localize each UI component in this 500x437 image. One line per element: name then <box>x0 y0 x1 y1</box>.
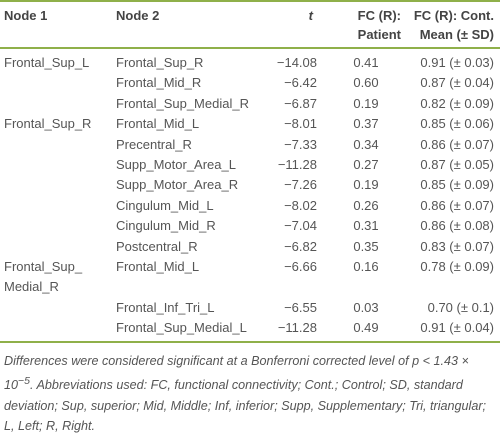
table-cell: −14.08 <box>276 55 317 70</box>
table-cell: Precentral_R <box>116 136 192 152</box>
table-cell: 0.34 <box>353 136 379 152</box>
table-cell: Frontal_Sup_R <box>116 55 204 70</box>
footnote-text: . Abbreviations used: FC, functional con… <box>4 378 487 434</box>
table-cell: Cingulum_Mid_L <box>116 197 214 213</box>
table-cell: −8.02 <box>284 197 317 213</box>
table-cell <box>0 155 112 175</box>
table-cell: 0.86 (± 0.07) <box>420 197 494 213</box>
table-cell: −6.87 <box>284 95 317 111</box>
table-cell: 0.82 (± 0.09) <box>420 95 494 111</box>
table-cell: 0.31 <box>353 218 379 234</box>
table-row: Frontal_Sup_L Frontal_Sup_R −14.08 0.41 0.91… <box>0 48 500 73</box>
table-cell: 0.19 <box>353 177 379 193</box>
table-cell: 0.85 (± 0.09) <box>420 177 494 193</box>
table-cell <box>0 73 112 93</box>
table-cell: Cingulum_Mid_R <box>116 218 216 234</box>
table-cell: Supp_Motor_Area_R <box>116 177 239 193</box>
table-row: Frontal_Mid_R −6.42 0.60 0.87 (± 0.04) <box>0 73 500 93</box>
table-row: Cingulum_Mid_R −7.04 0.31 0.86 (± 0.08) <box>0 216 500 236</box>
table-cell: −6.82 <box>284 238 317 254</box>
table-cell <box>0 135 112 155</box>
table-cell: Supp_Motor_Area_L <box>116 157 236 173</box>
table-cell: 0.03 <box>353 299 379 315</box>
table-cell: 0.91 (± 0.03) <box>420 55 494 70</box>
table-row: Cingulum_Mid_L −8.02 0.26 0.86 (± 0.07) <box>0 196 500 216</box>
table-cell: 0.91 (± 0.04) <box>405 318 500 343</box>
table-cell: 0.60 <box>353 75 379 91</box>
table-cell: Frontal_Sup_L <box>4 55 90 70</box>
table-cell: 0.70 (± 0.1) <box>427 299 494 315</box>
table-row: Frontal_Inf_Tri_L −6.55 0.03 0.70 (± 0.1) <box>0 298 500 318</box>
table-cell: 0.83 (± 0.07) <box>420 238 494 254</box>
table-cell: 0.27 <box>353 157 379 173</box>
table-cell: 0.49 <box>327 318 405 343</box>
table-cell: 0.85 (± 0.06) <box>420 116 494 132</box>
table-cell: Frontal_Sup_R <box>4 116 92 132</box>
table-body: Frontal_Sup_L Frontal_Sup_R −14.08 0.41 0.91… <box>0 48 500 343</box>
table-cell: 0.86 (± 0.07) <box>420 136 494 152</box>
table-cell: 0.19 <box>353 95 379 111</box>
table-cell: Postcentral_R <box>116 238 198 254</box>
table-cell <box>0 94 112 114</box>
table-cell: Frontal_Inf_Tri_L <box>116 299 215 315</box>
table-cell <box>0 196 112 216</box>
header-row: Node 1 Node 2 t FC (R): Patient FC (R): Cont… <box>0 0 500 49</box>
table-cell: 0.41 <box>353 55 379 70</box>
table-cell: 0.78 (± 0.09) <box>420 259 494 275</box>
table-cell <box>0 175 112 195</box>
table-cell: Frontal_Mid_L <box>116 116 200 132</box>
column-header: Node 1 <box>0 0 112 49</box>
table-cell: 0.16 <box>353 259 379 275</box>
table-row: Frontal_Sup_ Medial_R Frontal_Mid_L −6.66 0… <box>0 257 500 298</box>
table-cell: Frontal_Sup_Medial_R <box>116 95 249 111</box>
table-cell <box>0 318 112 343</box>
table-row: Frontal_Sup_R Frontal_Mid_L −8.01 0.37 0.85 … <box>0 114 500 134</box>
table-cell: −6.55 <box>284 299 317 315</box>
footnote-superscript: −5 <box>18 375 30 388</box>
column-header: Node 2 <box>112 0 257 49</box>
footnote-text: Differences were considered significant … <box>4 353 469 393</box>
table-row: Supp_Motor_Area_R −7.26 0.19 0.85 (± 0.09) <box>0 175 500 195</box>
table-cell: 0.35 <box>353 238 379 254</box>
table-cell <box>0 237 112 257</box>
table-cell: Frontal_Mid_L <box>116 259 200 275</box>
column-header: FC (R): Cont. Mean (± SD) <box>405 0 500 49</box>
table-row: Frontal_Sup_Medial_R −6.87 0.19 0.82 (± 0.0… <box>0 94 500 114</box>
table-cell: −7.33 <box>284 136 317 152</box>
table-cell: −6.42 <box>284 75 317 91</box>
column-header: t <box>257 0 327 49</box>
table-cell: 0.86 (± 0.08) <box>420 218 494 234</box>
table-cell: −7.26 <box>284 177 317 193</box>
table-row: Precentral_R −7.33 0.34 0.86 (± 0.07) <box>0 135 500 155</box>
table-cell: 0.26 <box>353 197 379 213</box>
table-cell: −11.28 <box>257 318 327 343</box>
table-row: Postcentral_R −6.82 0.35 0.83 (± 0.07) <box>0 237 500 257</box>
table-cell <box>0 298 112 318</box>
table-row: Frontal_Sup_Medial_L −11.28 0.49 0.91 (± 0.… <box>0 318 500 343</box>
table-cell: Frontal_Sup_Medial_L <box>112 318 257 343</box>
data-table: Node 1 Node 2 t FC (R): Patient FC (R): Cont… <box>0 0 500 343</box>
table-cell: Frontal_Sup_ Medial_R <box>4 259 83 295</box>
table-row: Supp_Motor_Area_L −11.28 0.27 0.87 (± 0.05) <box>0 155 500 175</box>
table-cell: −11.28 <box>277 157 317 173</box>
footnote: Differences were considered significant … <box>0 343 500 437</box>
table-cell: 0.87 (± 0.04) <box>420 75 494 91</box>
table-cell: −6.66 <box>284 259 317 275</box>
column-header: FC (R): Patient <box>327 0 405 49</box>
table-cell: −8.01 <box>284 116 317 132</box>
table-header: Node 1 Node 2 t FC (R): Patient FC (R): Cont… <box>0 0 500 49</box>
table-cell: 0.37 <box>353 116 379 132</box>
table-cell: −7.04 <box>284 218 317 234</box>
table-cell: Frontal_Mid_R <box>116 75 202 91</box>
table-cell: 0.87 (± 0.05) <box>420 157 494 173</box>
table-cell <box>0 216 112 236</box>
